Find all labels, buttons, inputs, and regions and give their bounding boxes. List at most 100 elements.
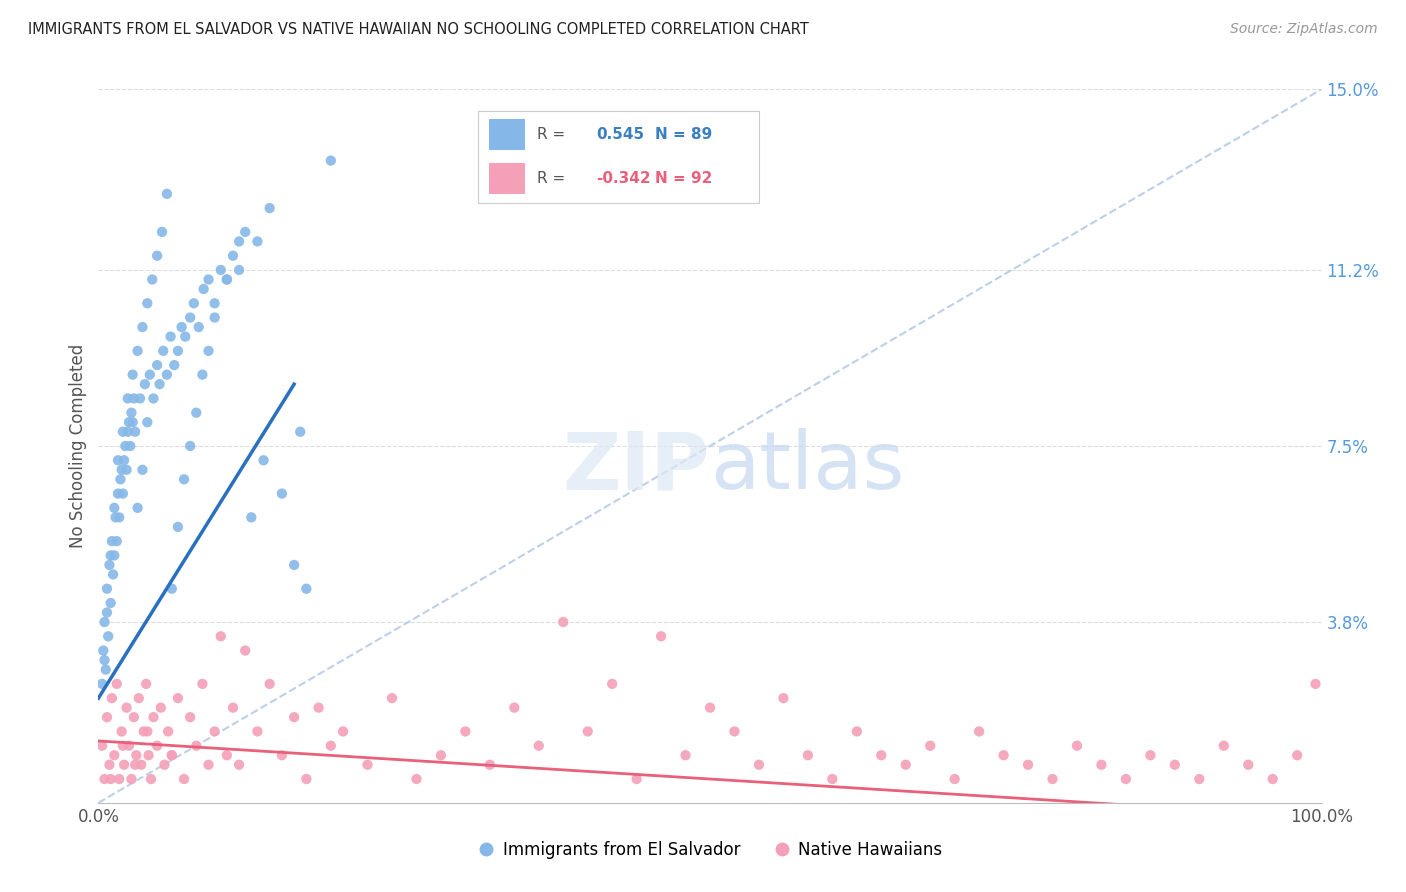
Point — [173, 772, 195, 786]
Point — [1261, 772, 1284, 786]
Point — [1066, 739, 1088, 753]
Point — [222, 700, 245, 714]
Point — [149, 377, 172, 392]
Point — [650, 629, 672, 643]
Point — [146, 358, 169, 372]
Point — [120, 439, 142, 453]
Point — [97, 629, 120, 643]
Point — [157, 724, 180, 739]
Point — [120, 406, 142, 420]
Point — [222, 249, 245, 263]
Point — [156, 186, 179, 201]
Point — [131, 463, 153, 477]
Point — [93, 615, 115, 629]
Y-axis label: No Schooling Completed: No Schooling Completed — [69, 344, 87, 548]
Point — [101, 691, 124, 706]
Point — [96, 582, 118, 596]
Point — [125, 748, 148, 763]
Point — [1237, 757, 1260, 772]
Point — [111, 724, 134, 739]
Point — [121, 368, 143, 382]
Point — [170, 320, 193, 334]
Point — [381, 691, 404, 706]
Point — [454, 724, 477, 739]
Point — [96, 710, 118, 724]
Text: atlas: atlas — [710, 428, 904, 507]
Point — [845, 724, 868, 739]
Point — [186, 739, 208, 753]
Point — [197, 272, 219, 286]
Point — [270, 748, 294, 763]
Point — [1042, 772, 1064, 786]
Point — [138, 748, 160, 763]
Point — [283, 710, 305, 724]
Point — [128, 691, 150, 706]
Point — [894, 757, 917, 772]
Point — [478, 757, 501, 772]
Point — [191, 368, 214, 382]
Point — [146, 249, 169, 263]
Point — [108, 510, 131, 524]
Point — [332, 724, 354, 739]
Point — [228, 235, 250, 249]
Point — [100, 596, 122, 610]
Point — [204, 310, 226, 325]
Point — [174, 329, 197, 343]
Point — [228, 757, 250, 772]
Point — [1188, 772, 1211, 786]
Point — [98, 757, 121, 772]
Point — [111, 486, 134, 500]
Point — [576, 724, 599, 739]
Point — [153, 757, 176, 772]
Point — [1115, 772, 1137, 786]
Point — [183, 296, 205, 310]
Point — [295, 772, 318, 786]
Point — [527, 739, 550, 753]
Point — [163, 358, 186, 372]
Point — [112, 453, 135, 467]
Point — [553, 615, 575, 629]
Point — [197, 343, 219, 358]
Point — [197, 757, 219, 772]
Point — [129, 392, 152, 406]
Point — [91, 739, 114, 753]
Point — [179, 439, 201, 453]
Point — [215, 272, 238, 286]
Point — [259, 677, 281, 691]
Point — [118, 415, 141, 429]
Point — [93, 653, 115, 667]
Point — [108, 772, 131, 786]
Point — [215, 748, 238, 763]
Point — [129, 757, 152, 772]
Point — [186, 406, 208, 420]
Point — [1212, 739, 1234, 753]
Point — [103, 748, 125, 763]
Point — [134, 377, 156, 392]
Point — [246, 235, 269, 249]
Point — [111, 739, 134, 753]
Point — [101, 567, 124, 582]
Point — [135, 677, 157, 691]
Point — [626, 772, 648, 786]
Point — [120, 772, 142, 786]
Point — [167, 691, 190, 706]
Point — [600, 677, 623, 691]
Point — [150, 225, 173, 239]
Point — [103, 549, 125, 563]
Point — [204, 724, 226, 739]
Point — [748, 757, 770, 772]
Point — [270, 486, 294, 500]
Point — [943, 772, 966, 786]
Point — [215, 272, 238, 286]
Point — [152, 343, 174, 358]
Point — [259, 201, 281, 215]
Point — [1305, 677, 1327, 691]
Point — [173, 472, 195, 486]
Point — [191, 677, 214, 691]
Point — [132, 724, 155, 739]
Point — [127, 500, 149, 515]
Point — [107, 486, 129, 500]
Point — [699, 700, 721, 714]
Point — [114, 439, 136, 453]
Point — [160, 582, 183, 596]
